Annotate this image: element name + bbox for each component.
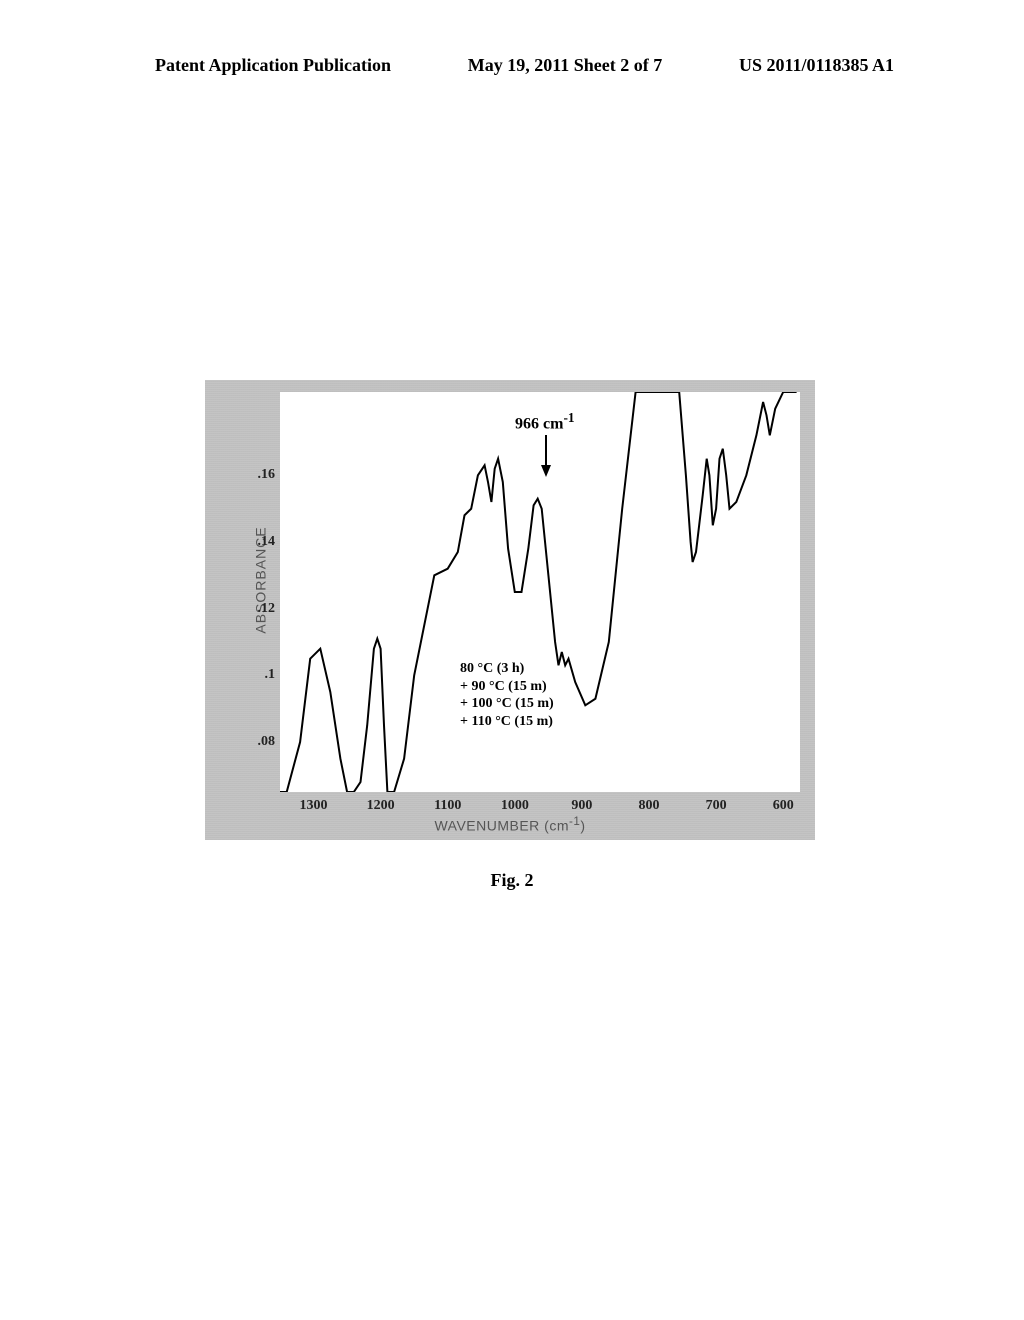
x-axis-label: WAVENUMBER (cm-1) — [434, 815, 585, 834]
y-tick-label: .16 — [245, 467, 275, 483]
x-tick-label: 700 — [706, 798, 727, 814]
header-right: US 2011/0118385 A1 — [739, 55, 894, 76]
x-tick-label: 800 — [639, 798, 660, 814]
spectrum-chart: ABSORBANCE WAVENUMBER (cm-1) .16.14.12.1… — [205, 380, 815, 840]
x-tick-label: 1300 — [300, 798, 328, 814]
x-tick-label: 1100 — [434, 798, 461, 814]
page-header: Patent Application Publication May 19, 2… — [0, 55, 1024, 76]
peak-annotation: 966 cm-1 — [515, 410, 575, 433]
header-center: May 19, 2011 Sheet 2 of 7 — [468, 55, 662, 76]
y-tick-label: .1 — [245, 667, 275, 683]
arrow-down-icon — [538, 435, 554, 477]
y-tick-label: .14 — [245, 534, 275, 550]
figure-caption: Fig. 2 — [491, 870, 534, 891]
header-left: Patent Application Publication — [155, 55, 391, 76]
condition-labels: 80 °C (3 h) + 90 °C (15 m) + 100 °C (15 … — [460, 660, 554, 730]
x-tick-label: 1000 — [501, 798, 529, 814]
y-tick-label: .08 — [245, 734, 275, 750]
x-tick-label: 900 — [571, 798, 592, 814]
x-tick-label: 600 — [773, 798, 794, 814]
x-tick-label: 1200 — [367, 798, 395, 814]
y-tick-label: .12 — [245, 601, 275, 617]
